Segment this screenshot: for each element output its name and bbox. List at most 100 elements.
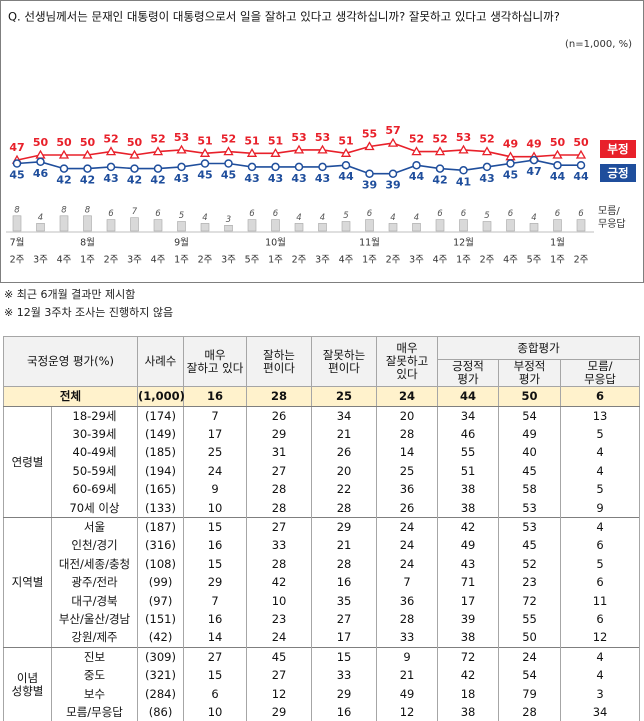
x-tick-label: 1주 [550, 255, 565, 266]
cell: 26 [246, 406, 313, 426]
point [412, 160, 421, 170]
bar [106, 219, 116, 232]
cell: 42 [437, 666, 500, 685]
point [293, 144, 305, 154]
x-tick-label: 3주 [33, 255, 48, 266]
header-cell: 매우 잘하고 있다 [183, 336, 248, 387]
cell: 55 [437, 443, 500, 463]
point [459, 166, 468, 175]
bar [412, 223, 421, 232]
data-label: 7 [132, 207, 138, 217]
cell: 28 [311, 498, 378, 518]
x-tick-label: 2주 [198, 255, 213, 266]
cell: 58 [498, 480, 562, 499]
cell: 49 [437, 536, 500, 556]
table-row: 40-49세 (185) 25 31 26 14 55 40 4 [4, 443, 641, 463]
cell: 11 [560, 591, 641, 611]
cell: 27 [311, 610, 378, 629]
header-cell: 모름/ 무응답 [560, 359, 641, 387]
point [12, 159, 22, 168]
data-label: 5 [179, 211, 184, 221]
row-label: 대구/경북 [50, 591, 139, 611]
data-label: 42 [80, 174, 95, 187]
cell: 24 [498, 647, 562, 667]
data-label: 42 [432, 174, 447, 187]
row-label: 전체 [2, 386, 139, 407]
cell: 29 [311, 517, 378, 537]
cell: 14 [183, 628, 248, 648]
header-cell: 잘하는 편이다 [246, 336, 313, 387]
cell: 15 [183, 666, 248, 685]
row-label: 50-59세 [50, 462, 139, 481]
bar [318, 223, 327, 232]
data-label: 50 [573, 136, 589, 149]
row-label: 부산/울산/경남 [50, 610, 139, 629]
cell: 9 [560, 498, 641, 518]
data-label: 45 [503, 169, 518, 182]
point [199, 147, 211, 157]
bar [388, 223, 398, 232]
month-label: 11월 [359, 237, 380, 249]
point [223, 146, 234, 156]
cell: 5 [560, 425, 641, 444]
point [59, 164, 69, 173]
legend-label: 부정 [607, 142, 628, 156]
group-label: 연령별 [3, 405, 52, 519]
cell: 28 [498, 703, 562, 721]
data-label: 50 [80, 136, 96, 149]
cell: 17 [311, 628, 378, 648]
cell: 54 [498, 666, 562, 685]
cell: 6 [560, 610, 641, 629]
bar [553, 219, 562, 232]
bar [271, 219, 280, 232]
cell: 17 [183, 425, 248, 444]
data-label: 45 [197, 169, 212, 182]
cell: 24 [376, 386, 439, 407]
data-label: 6 [249, 209, 255, 219]
cell: 33 [246, 536, 313, 556]
cell: 45 [498, 536, 562, 556]
cell: 24 [376, 536, 439, 556]
month-label: 9월 [174, 237, 189, 249]
x-tick-label: 3주 [315, 255, 330, 266]
data-label: 4 [320, 213, 325, 223]
bar [529, 223, 539, 232]
bar [576, 219, 586, 232]
data-label: 43 [479, 172, 494, 185]
cell: 4 [560, 517, 641, 537]
cell: 28 [376, 425, 439, 444]
x-tick-label: 2주 [386, 255, 401, 266]
cell: 26 [311, 443, 378, 463]
table-row: 중도 (321) 15 27 33 21 42 54 4 [4, 666, 641, 685]
sample-size: (316) [137, 536, 185, 556]
cell: 24 [376, 555, 439, 574]
point [246, 147, 258, 157]
point [82, 149, 93, 159]
bar [247, 219, 257, 232]
cell: 40 [498, 443, 562, 463]
cell: 39 [437, 610, 500, 629]
point [318, 162, 327, 172]
data-label: 57 [385, 124, 400, 137]
cell: 27 [246, 666, 313, 685]
cell: 51 [437, 462, 500, 481]
point [177, 162, 186, 172]
cell: 49 [376, 684, 439, 704]
data-label: 6 [437, 209, 443, 219]
data-label: 51 [197, 134, 212, 147]
point [576, 160, 586, 170]
x-tick-label: 1주 [80, 255, 95, 266]
bar [482, 221, 492, 232]
cell: 7 [183, 406, 248, 426]
point [529, 155, 539, 165]
point [434, 146, 446, 156]
row-label: 인천/경기 [50, 536, 139, 556]
cell: 7 [376, 573, 439, 592]
cell: 15 [183, 555, 248, 574]
data-label: 46 [33, 167, 49, 180]
cell: 34 [560, 703, 641, 721]
data-label: 47 [526, 165, 541, 178]
cell: 4 [560, 462, 641, 481]
data-label: 45 [221, 169, 236, 182]
sample-size: (108) [137, 555, 185, 574]
